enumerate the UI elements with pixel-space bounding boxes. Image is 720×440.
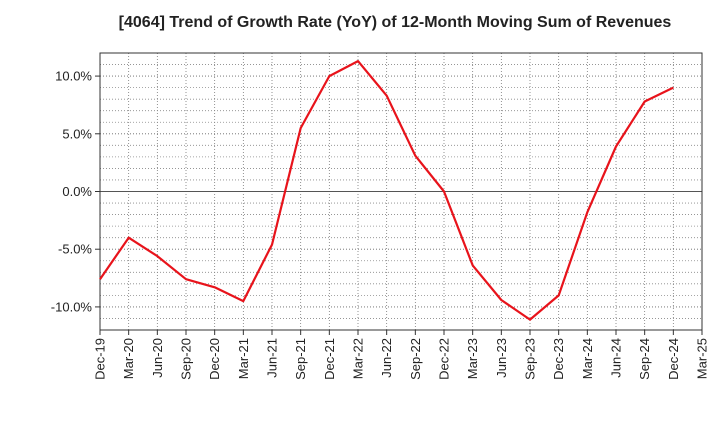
x-tick-label: Jun-22 bbox=[379, 338, 394, 378]
x-tick-label: Mar-22 bbox=[351, 338, 366, 379]
y-tick-label: 0.0% bbox=[62, 184, 92, 199]
x-tick-label: Dec-21 bbox=[322, 338, 337, 380]
x-tick-label: Jun-21 bbox=[265, 338, 280, 378]
chart-title: [4064] Trend of Growth Rate (YoY) of 12-… bbox=[118, 14, 672, 31]
y-tick-label: 10.0% bbox=[55, 69, 92, 84]
y-tick-label: -10.0% bbox=[51, 299, 93, 314]
series-line bbox=[99, 59, 674, 321]
x-tick-label: Dec-19 bbox=[93, 338, 108, 380]
x-tick-label: Sep-20 bbox=[179, 338, 194, 380]
x-tick-label: Mar-23 bbox=[465, 338, 480, 379]
x-tick-label: Sep-21 bbox=[293, 338, 308, 380]
x-tick-label: Sep-24 bbox=[637, 338, 652, 380]
x-tick-label: Jun-24 bbox=[609, 338, 624, 378]
x-tick-label: Mar-25 bbox=[695, 338, 710, 379]
x-tick-label: Sep-23 bbox=[523, 338, 538, 380]
y-tick-label: 5.0% bbox=[62, 126, 92, 141]
x-tick-label: Dec-22 bbox=[437, 338, 452, 380]
x-tick-label: Dec-20 bbox=[207, 338, 222, 380]
x-tick-label: Jun-20 bbox=[150, 338, 165, 378]
x-tick-label: Dec-23 bbox=[551, 338, 566, 380]
x-tick-label: Mar-21 bbox=[236, 338, 251, 379]
x-tick-label: Mar-24 bbox=[580, 338, 595, 379]
y-tick-label: -5.0% bbox=[58, 242, 92, 257]
x-tick-label: Jun-23 bbox=[494, 338, 509, 378]
x-tick-label: Dec-24 bbox=[666, 338, 681, 380]
x-tick-label: Sep-22 bbox=[408, 338, 423, 380]
x-tick-label: Mar-20 bbox=[121, 338, 136, 379]
